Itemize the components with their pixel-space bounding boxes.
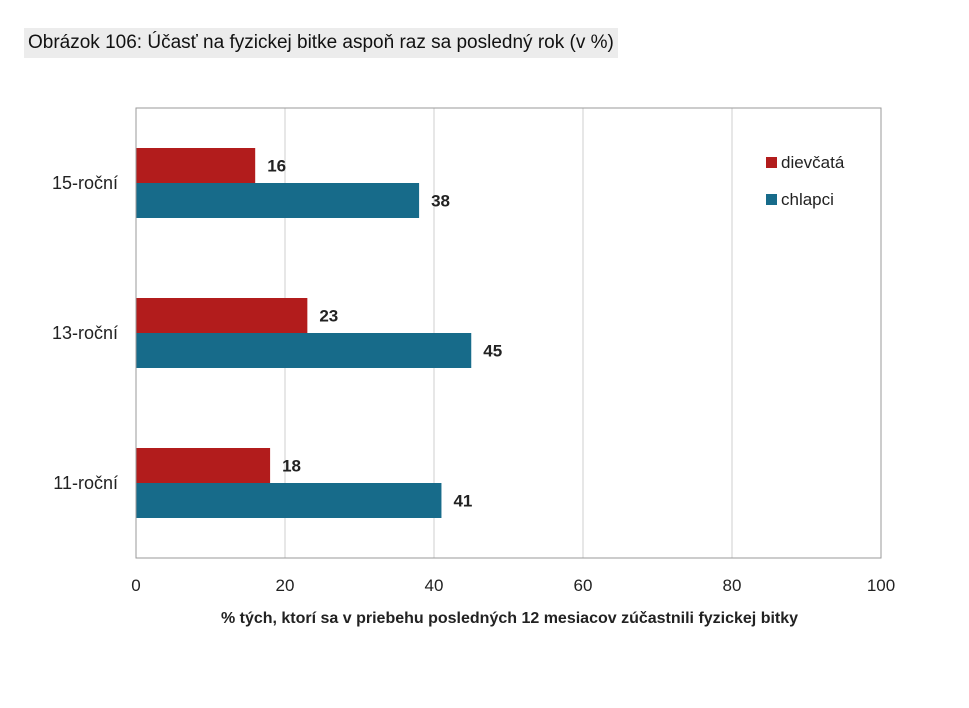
- legend: dievčatá chlapci: [766, 153, 845, 209]
- x-tick-label: 80: [723, 576, 742, 595]
- plot-frame: [135, 107, 882, 559]
- x-tick-label: 20: [276, 576, 295, 595]
- bar-girls: [136, 148, 256, 183]
- bar-girls: [136, 448, 271, 483]
- data-label: 23: [319, 307, 338, 326]
- data-label: 16: [267, 157, 286, 176]
- category-label: 11-roční: [53, 473, 118, 493]
- data-label: 18: [282, 457, 301, 476]
- axes: 0 20 40 60 80 100 % tých, ktorí sa v priebehu …: [52, 107, 895, 627]
- figure-caption: Obrázok 106: Účasť na fyzickej bitke asp…: [24, 28, 618, 58]
- data-label: 41: [453, 492, 472, 511]
- category-label: 15-roční: [52, 173, 118, 193]
- bar-boys: [136, 483, 442, 518]
- bars: [136, 148, 472, 518]
- x-tick-label: 40: [425, 576, 444, 595]
- data-labels: 16 38 23 45 18 41: [267, 157, 502, 511]
- x-tick-label: 100: [867, 576, 895, 595]
- bar-girls: [136, 298, 308, 333]
- legend-swatch: [766, 194, 777, 205]
- bar-boys: [136, 333, 472, 368]
- legend-label: dievčatá: [781, 153, 845, 172]
- data-label: 38: [431, 192, 450, 211]
- x-tick-label: 0: [131, 576, 140, 595]
- legend-swatch: [766, 157, 777, 168]
- category-label: 13-roční: [52, 323, 118, 343]
- legend-label: chlapci: [781, 190, 834, 209]
- data-label: 45: [483, 342, 502, 361]
- x-axis-title: % tých, ktorí sa v priebehu posledných 1…: [221, 610, 798, 627]
- x-tick-label: 60: [574, 576, 593, 595]
- bar-boys: [136, 183, 420, 218]
